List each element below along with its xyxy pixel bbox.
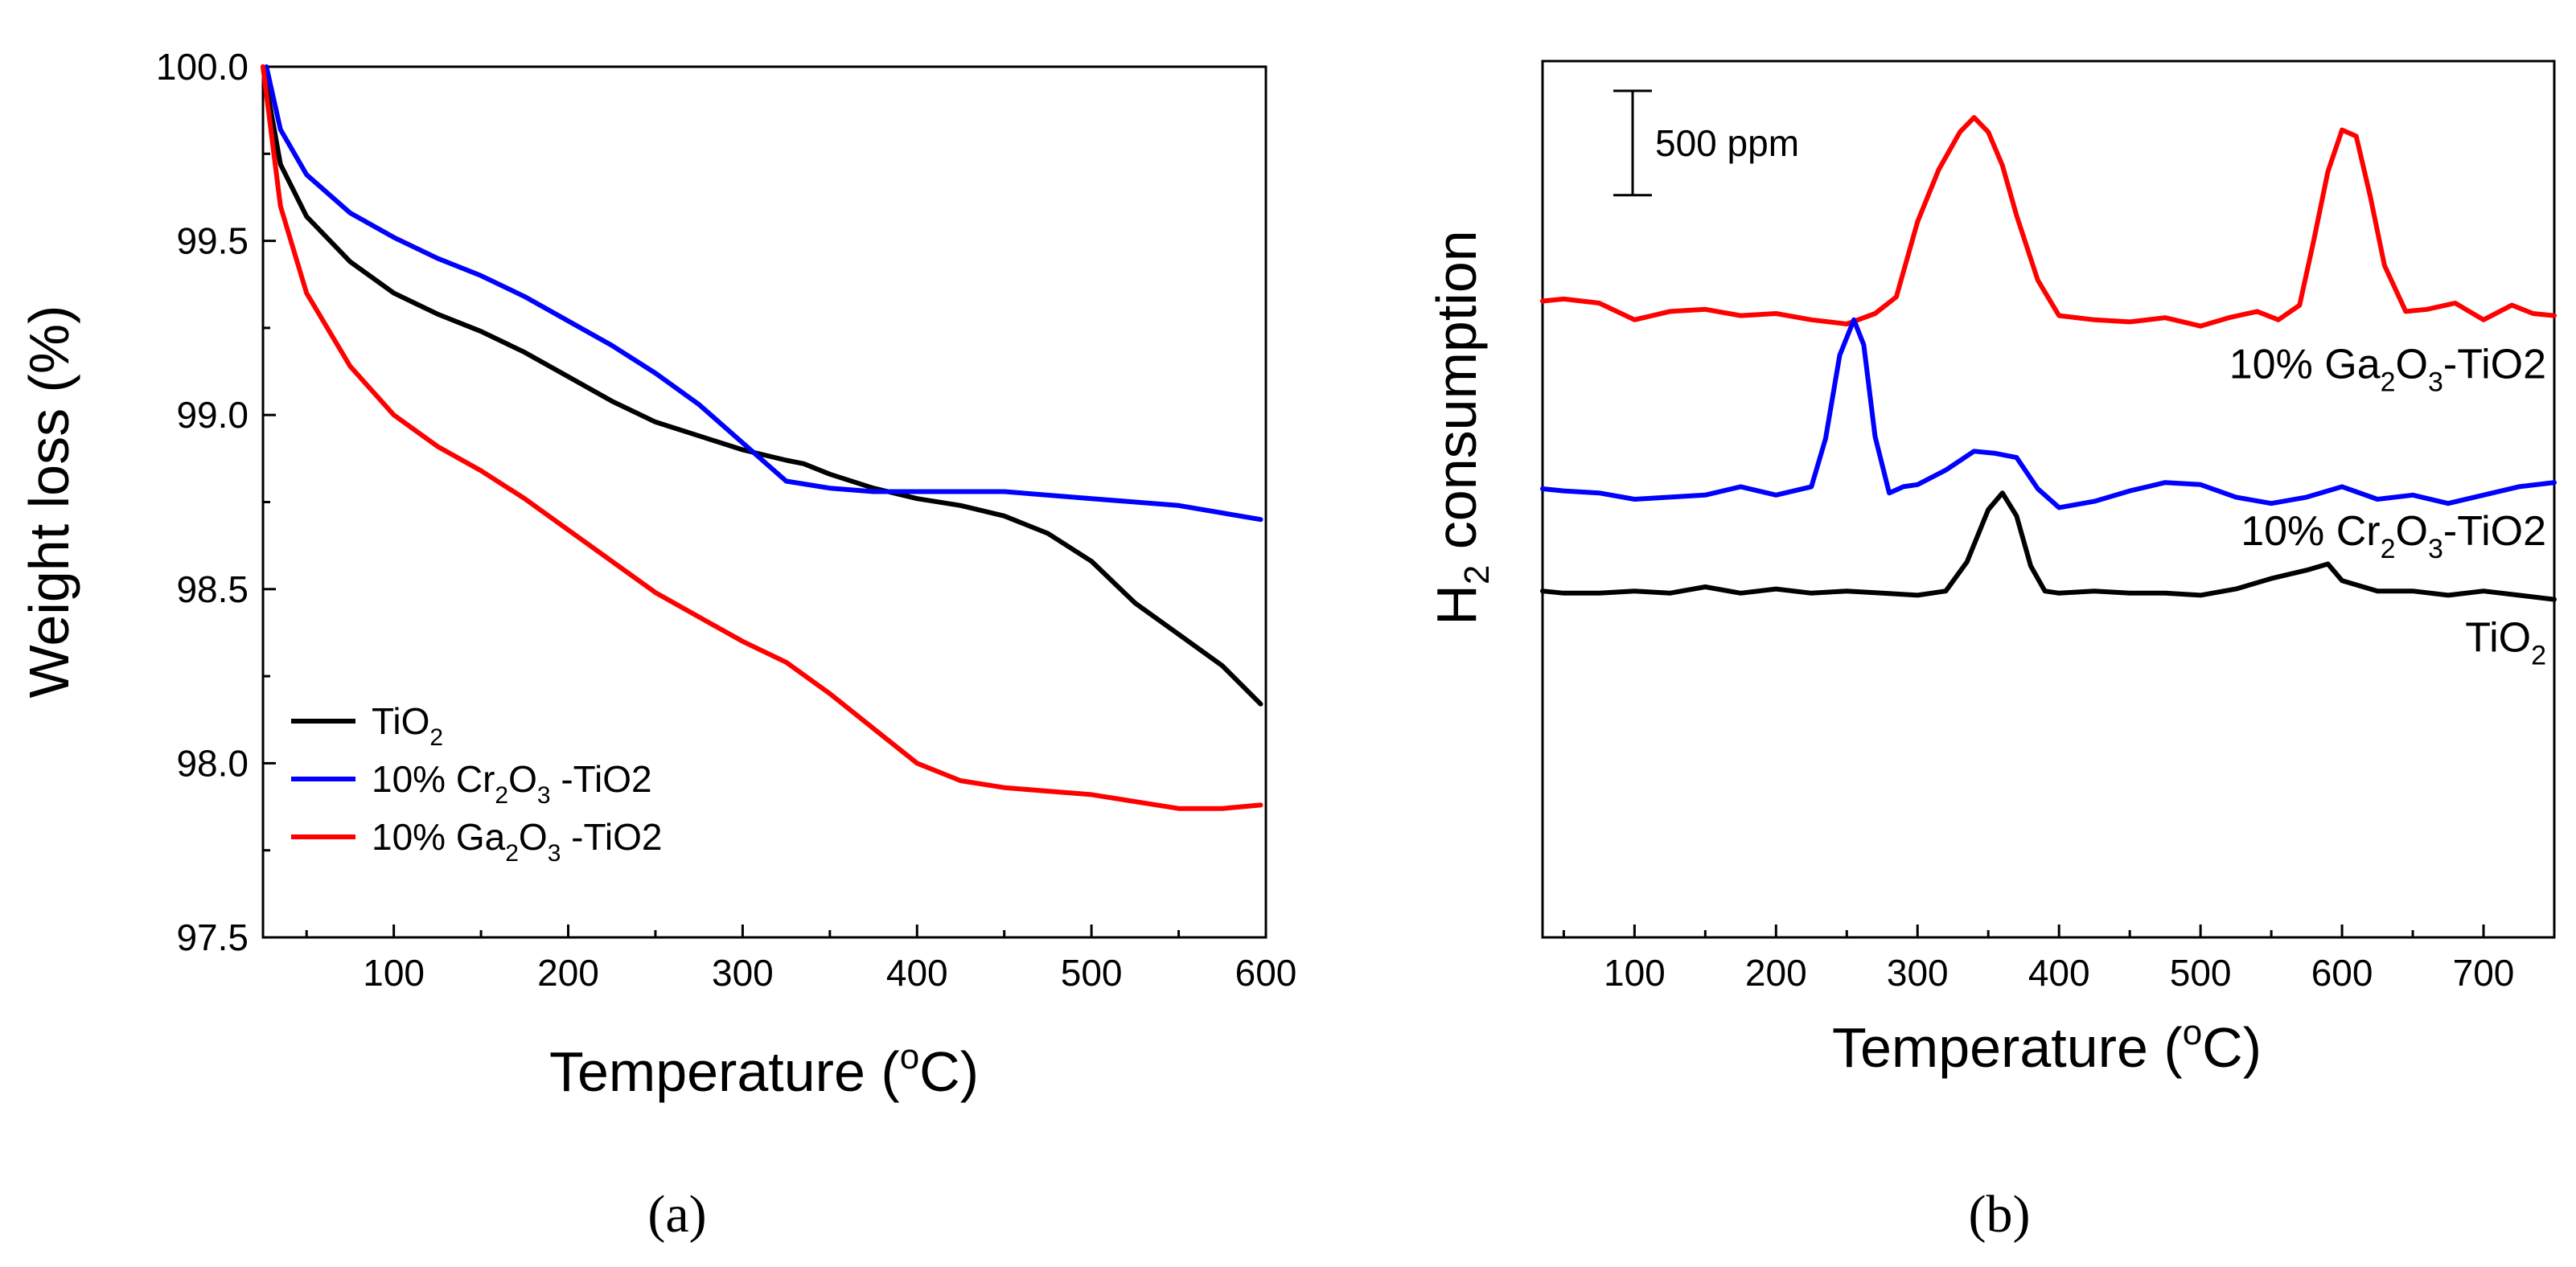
a-x-tick-label: 100 xyxy=(363,952,425,994)
panel-b-y-title-sub: 2 xyxy=(1457,565,1497,584)
panel-a-x-title-degree: o xyxy=(900,1037,919,1076)
a-legend-label-1-mid: O xyxy=(508,758,537,800)
a-y-tick-label: 100.0 xyxy=(156,46,249,88)
a-legend-label-2-sub1: 2 xyxy=(505,840,519,867)
a-series-line-1 xyxy=(264,64,1263,523)
a-legend-label-1-sub1: 2 xyxy=(495,782,508,809)
a-y-tick-label: 99.5 xyxy=(176,220,249,262)
panel-b-plot-frame xyxy=(1541,59,2556,939)
b-series-label-2-pre: TiO xyxy=(2465,614,2531,661)
a-y-tick-label: 98.5 xyxy=(176,568,249,610)
b-series-label-1-pre: 10% Cr xyxy=(2241,508,2380,555)
b-x-tick-label: 100 xyxy=(1604,952,1666,994)
a-x-tick-label: 400 xyxy=(886,952,948,994)
a-x-tick-label: 600 xyxy=(1235,952,1297,994)
a-x-tick-label: 300 xyxy=(712,952,774,994)
a-series-line-2 xyxy=(261,64,1263,811)
panel-a-ticks: 100 200 300 400 500 600 97.5 98.0 98.5 99.0 99.5 10… xyxy=(156,46,1297,994)
panel-b-scale-bar: 500 ppm xyxy=(1613,89,1799,197)
panel-b-x-title-main: Temperature ( xyxy=(1832,1016,2183,1079)
b-series-line-1 xyxy=(1540,317,2557,510)
b-series-label-0: 10% Ga2O3-TiO2 xyxy=(2229,341,2546,397)
panel-b-y-title-rest: consumption xyxy=(1425,230,1488,564)
a-legend-label-2-pre: 10% Ga xyxy=(372,816,506,858)
a-legend-label-0-pre: TiO xyxy=(372,700,429,742)
b-series-label-0-mid: O xyxy=(2396,341,2428,387)
panel-b: 100 200 300 400 500 600 700 10% Ga2O3-TiO210% … xyxy=(1425,59,2557,1244)
b-series-label-1-sub1: 2 xyxy=(2381,534,2396,564)
a-legend-label-0-sub1: 2 xyxy=(429,724,443,751)
a-x-tick-label: 500 xyxy=(1061,952,1123,994)
a-y-tick-label: 99.0 xyxy=(176,394,249,436)
a-legend-label-2-mid: O xyxy=(519,816,548,858)
b-x-tick-label: 600 xyxy=(2311,952,2373,994)
b-x-tick-label: 400 xyxy=(2028,952,2090,994)
panel-b-caption: (b) xyxy=(1969,1185,2031,1244)
b-series-label-0-sub1: 2 xyxy=(2381,367,2396,397)
panel-a-y-axis-title: Weight loss (%) xyxy=(18,305,80,699)
b-x-tick-label: 200 xyxy=(1745,952,1807,994)
a-legend-label-2-sub2: 3 xyxy=(548,840,561,867)
b-x-tick-label: 500 xyxy=(2170,952,2232,994)
a-legend-label-2-post: -TiO2 xyxy=(561,816,662,858)
b-series-label-2: TiO2 xyxy=(2465,614,2546,670)
a-legend-label-1-pre: 10% Cr xyxy=(372,758,495,800)
panel-b-x-axis-title: Temperature (oC) xyxy=(1832,1013,2262,1079)
a-y-tick-label: 97.5 xyxy=(176,916,249,958)
b-series-label-2-sub1: 2 xyxy=(2531,640,2546,670)
b-series-label-0-post: -TiO2 xyxy=(2443,341,2546,387)
b-x-tick-label: 300 xyxy=(1887,952,1949,994)
panel-a-caption: (a) xyxy=(647,1185,706,1244)
a-legend-label-1: 10% Cr2O3 -TiO2 xyxy=(372,758,652,809)
panel-b-x-title-degree: o xyxy=(2183,1013,2202,1052)
b-series-label-1: 10% Cr2O3-TiO2 xyxy=(2241,508,2546,564)
panel-b-y-title-h: H xyxy=(1425,584,1488,625)
a-legend-label-1-sub2: 3 xyxy=(537,782,551,809)
panel-a-x-title-main: Temperature ( xyxy=(549,1040,900,1103)
a-legend-label-0: TiO2 xyxy=(372,700,443,751)
panel-b-curves xyxy=(1540,115,2557,602)
b-x-tick-label: 700 xyxy=(2453,952,2515,994)
b-series-line-0 xyxy=(1540,115,2557,329)
panel-b-ticks: 100 200 300 400 500 600 700 xyxy=(1562,925,2515,994)
b-series-label-0-sub2: 3 xyxy=(2428,367,2443,397)
a-legend-label-2: 10% Ga2O3 -TiO2 xyxy=(372,816,662,867)
panel-a: 100 200 300 400 500 600 97.5 98.0 98.5 99.0 99.5 10… xyxy=(18,46,1296,1244)
b-series-label-1-post: -TiO2 xyxy=(2443,508,2546,555)
a-x-tick-label: 200 xyxy=(537,952,599,994)
panel-b-x-title-unit: C) xyxy=(2202,1016,2262,1079)
panel-a-x-axis-title: Temperature (oC) xyxy=(549,1037,979,1103)
panel-b-y-axis-title: H2 consumption xyxy=(1425,230,1497,625)
b-series-label-0-pre: 10% Ga xyxy=(2229,341,2381,387)
panel-a-x-title-unit: C) xyxy=(919,1040,979,1103)
a-y-tick-label: 98.0 xyxy=(176,742,249,784)
a-legend-label-1-post: -TiO2 xyxy=(551,758,652,800)
b-series-line-2 xyxy=(1540,490,2557,602)
b-series-label-1-sub2: 3 xyxy=(2428,534,2443,564)
scale-bar-label: 500 ppm xyxy=(1655,122,1799,164)
panel-a-curves xyxy=(261,64,1263,811)
a-series-line-0 xyxy=(261,64,1263,707)
b-series-label-1-mid: O xyxy=(2396,508,2428,555)
